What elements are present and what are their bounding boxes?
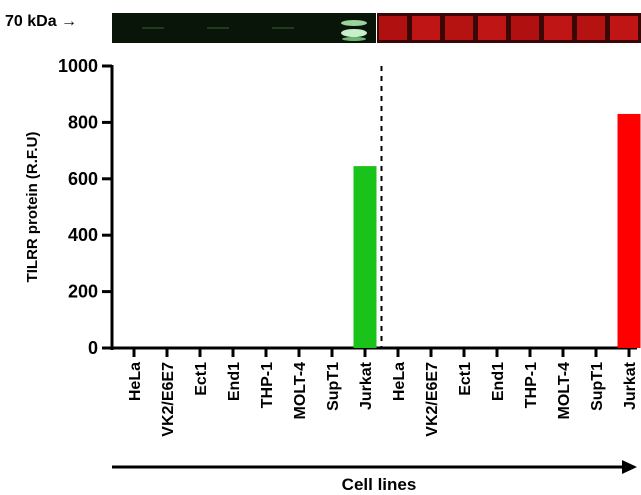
y-axis-label: TILRR protein (R.F.U) bbox=[24, 132, 41, 283]
y-tick-label: 200 bbox=[68, 282, 98, 302]
category-label: HeLa bbox=[127, 362, 144, 401]
category-labels: HeLa VK2/E6E7 Ect1 End1 THP-1 MOLT-4 SupT1 Jurk… bbox=[127, 361, 639, 436]
category-label: SupT1 bbox=[325, 362, 342, 411]
category-label: Jurkat bbox=[622, 361, 639, 410]
y-tick-label: 0 bbox=[88, 338, 98, 358]
arrow-head-icon bbox=[622, 460, 637, 474]
y-tick-label: 600 bbox=[68, 169, 98, 189]
y-tick-label: 1000 bbox=[58, 56, 98, 76]
category-label: THP-1 bbox=[523, 362, 540, 408]
blot-green-bands bbox=[112, 13, 376, 43]
bar-jurkat bbox=[353, 166, 377, 348]
blot-size-label: 70 kDa → bbox=[5, 13, 77, 31]
category-label: End1 bbox=[226, 362, 243, 401]
chart-bars bbox=[353, 113, 641, 348]
category-label: VK2/E6E7 bbox=[160, 362, 177, 437]
category-label: THP-1 bbox=[259, 362, 276, 408]
y-tick-labels: 0 200 400 600 800 1000 bbox=[58, 56, 98, 358]
arrow-right-icon: → bbox=[61, 13, 78, 30]
bar-jurkat bbox=[617, 113, 641, 348]
category-label: SupT1 bbox=[589, 362, 606, 411]
x-axis-label: Cell lines bbox=[342, 475, 417, 494]
category-label: Jurkat bbox=[358, 361, 375, 410]
category-label: End1 bbox=[490, 362, 507, 401]
y-tick-label: 800 bbox=[68, 112, 98, 132]
blot-size-text: 70 kDa bbox=[5, 13, 57, 30]
category-label: MOLT-4 bbox=[292, 362, 309, 420]
category-label: MOLT-4 bbox=[556, 362, 573, 420]
category-label: VK2/E6E7 bbox=[424, 362, 441, 437]
western-blot-red-image bbox=[377, 13, 641, 43]
category-label: Ect1 bbox=[457, 362, 474, 396]
blot-red-bands bbox=[377, 13, 641, 43]
category-label: Ect1 bbox=[193, 362, 210, 396]
category-label: HeLa bbox=[391, 362, 408, 401]
y-tick-label: 400 bbox=[68, 225, 98, 245]
western-blot-green-image bbox=[112, 13, 376, 43]
